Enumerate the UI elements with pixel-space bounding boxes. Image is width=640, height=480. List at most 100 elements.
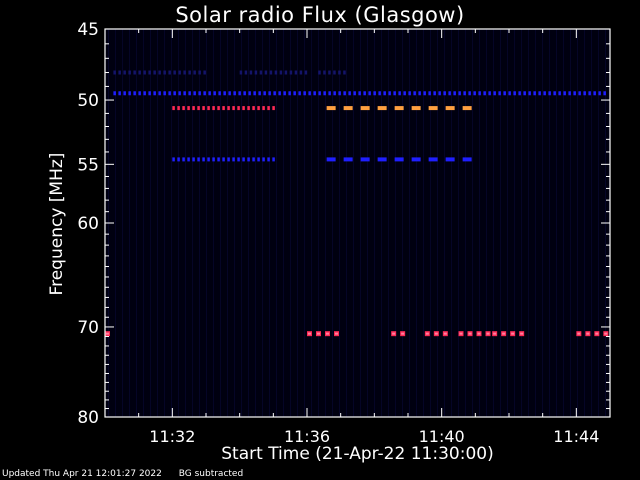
emission-mark-core <box>586 332 590 335</box>
background-streak <box>171 29 172 417</box>
background-streak <box>227 29 228 417</box>
emission-mark <box>198 91 201 96</box>
emission-mark <box>238 91 241 96</box>
emission-mark <box>299 70 303 75</box>
background-streak <box>423 29 424 417</box>
emission-mark <box>363 91 366 96</box>
y-axis-label: Frequency [MHz] <box>47 152 67 296</box>
emission-mark <box>243 91 246 96</box>
emission-mark <box>257 106 260 111</box>
emission-mark <box>148 70 151 75</box>
emission-mark <box>462 157 472 162</box>
emission-mark <box>323 91 326 96</box>
emission-mark <box>483 91 486 96</box>
background-streak <box>486 29 487 417</box>
background-streak <box>360 29 361 417</box>
emission-mark <box>123 91 126 96</box>
background-streak <box>332 29 333 417</box>
emission-mark <box>308 91 311 96</box>
background-streak <box>535 29 536 417</box>
background-streak <box>199 29 200 417</box>
emission-mark <box>247 157 250 162</box>
emission-mark <box>202 106 205 111</box>
emission-mark <box>183 70 186 75</box>
emission-mark <box>278 91 281 96</box>
background-streak <box>283 29 284 417</box>
emission-mark <box>428 106 438 111</box>
x-tick-label: 11:40 <box>419 427 465 446</box>
emission-mark <box>128 70 131 75</box>
emission-mark <box>343 106 353 111</box>
y-tick-label: 55 <box>77 155 99 175</box>
background-streak <box>346 29 347 417</box>
background-streak <box>465 29 466 417</box>
y-tick-label: 45 <box>77 20 99 40</box>
x-axis-label: Start Time (21-Apr-22 11:30:00) <box>221 444 494 464</box>
emission-mark <box>223 91 226 96</box>
background-streak <box>143 29 144 417</box>
emission-mark-core <box>486 332 490 335</box>
emission-mark <box>188 91 191 96</box>
background-streak <box>409 29 410 417</box>
emission-mark-core <box>392 332 396 335</box>
y-tick-label: 70 <box>77 318 99 338</box>
footer: Updated Thu Apr 21 12:01:27 2022 BG subt… <box>2 469 257 479</box>
emission-mark-core <box>493 332 497 335</box>
bg-note: BG subtracted <box>178 469 244 479</box>
background-streak <box>241 29 242 417</box>
emission-mark <box>428 91 431 96</box>
emission-mark <box>403 91 406 96</box>
emission-mark <box>473 91 476 96</box>
emission-mark <box>498 91 501 96</box>
emission-mark <box>259 70 263 75</box>
emission-mark <box>533 91 536 96</box>
emission-mark <box>197 106 200 111</box>
emission-mark <box>603 91 606 96</box>
emission-mark <box>148 91 151 96</box>
background-streak <box>500 29 501 417</box>
background-streak <box>528 29 529 417</box>
background-streak <box>472 29 473 417</box>
emission-mark <box>232 106 235 111</box>
emission-mark <box>289 70 293 75</box>
background-streak <box>437 29 438 417</box>
background-streak <box>136 29 137 417</box>
emission-mark-core <box>401 332 405 335</box>
emission-mark <box>257 157 260 162</box>
chart-title: Solar radio Flux (Glasgow) <box>175 3 465 27</box>
background-streak <box>325 29 326 417</box>
emission-mark-core <box>434 332 438 335</box>
emission-mark <box>207 106 210 111</box>
emission-mark <box>326 106 336 111</box>
plot-area <box>105 29 610 417</box>
emission-mark <box>333 70 336 75</box>
y-tick-label: 50 <box>77 91 99 111</box>
emission-mark <box>248 91 251 96</box>
background-streak <box>290 29 291 417</box>
emission-mark <box>328 70 331 75</box>
emission-mark-core <box>335 332 338 335</box>
emission-mark <box>360 157 370 162</box>
emission-mark <box>138 91 141 96</box>
emission-mark <box>338 91 341 96</box>
emission-mark <box>268 91 271 96</box>
emission-mark <box>304 70 308 75</box>
emission-mark <box>353 91 356 96</box>
emission-mark <box>267 157 270 162</box>
background-streak <box>402 29 403 417</box>
emission-mark <box>272 106 275 111</box>
emission-mark-core <box>511 332 515 335</box>
emission-mark <box>213 91 216 96</box>
background-streak <box>388 29 389 417</box>
emission-mark-core <box>502 332 506 335</box>
emission-mark <box>448 91 451 96</box>
emission-mark <box>377 157 387 162</box>
emission-mark <box>553 91 556 96</box>
emission-mark <box>258 91 261 96</box>
updated-timestamp: Updated Thu Apr 21 12:01:27 2022 <box>2 469 162 479</box>
emission-mark <box>217 106 220 111</box>
emission-mark <box>328 91 331 96</box>
emission-mark <box>218 91 221 96</box>
emission-mark <box>373 91 376 96</box>
emission-mark <box>488 91 491 96</box>
